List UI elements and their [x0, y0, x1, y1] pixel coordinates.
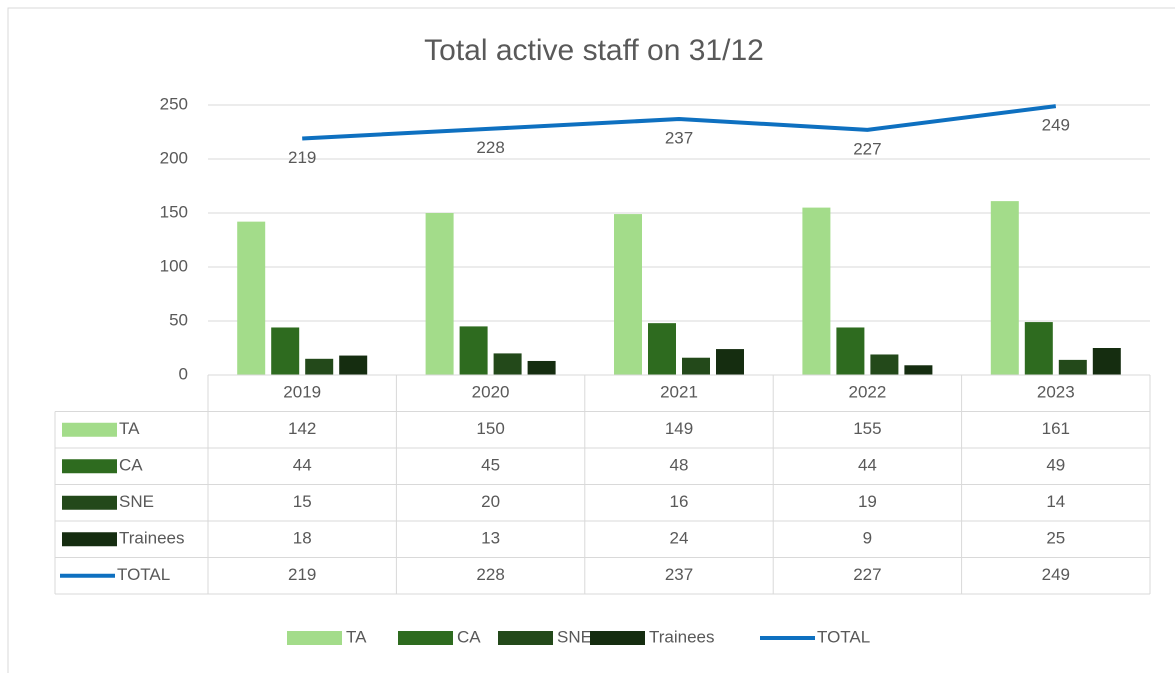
y-tick-label: 150 [160, 202, 188, 221]
table-cell: 161 [1042, 419, 1070, 438]
y-tick-label: 200 [160, 148, 188, 167]
legend-key [287, 631, 342, 645]
bar [904, 365, 933, 375]
chart-title: Total active staff on 31/12 [424, 34, 764, 67]
data-label: 227 [853, 139, 881, 158]
x-tick-label: 2020 [472, 383, 510, 402]
table-row-label: CA [119, 456, 143, 475]
legend-key [398, 631, 453, 645]
table-key [62, 459, 117, 474]
table-cell: 249 [1042, 565, 1070, 584]
table-row-label: SNE [119, 492, 154, 511]
table-cell: 45 [481, 456, 500, 475]
bar [1058, 359, 1087, 375]
y-tick-label: 50 [169, 310, 188, 329]
bar [990, 201, 1019, 375]
table-row-label: TA [119, 419, 140, 438]
table-cell: 16 [670, 492, 689, 511]
bar [493, 353, 522, 375]
table-row-label: TOTAL [117, 565, 170, 584]
bar [1092, 348, 1121, 375]
bar [614, 214, 642, 375]
bar [836, 327, 865, 375]
table-cell: 237 [665, 565, 693, 584]
data-label: 249 [1042, 116, 1070, 135]
table-cell: 20 [481, 492, 500, 511]
table-cell: 9 [863, 529, 872, 548]
bar [870, 354, 899, 375]
bar [339, 355, 368, 375]
data-label: 219 [288, 148, 316, 167]
table-cell: 19 [858, 492, 877, 511]
table-cell: 227 [853, 565, 881, 584]
table-cell: 219 [288, 565, 316, 584]
bar [682, 357, 710, 375]
bar [459, 326, 488, 375]
table-cell: 142 [288, 419, 316, 438]
legend-key [498, 631, 553, 645]
table-key [62, 532, 117, 547]
table-cell: 24 [670, 529, 689, 548]
y-tick-label: 100 [160, 256, 188, 275]
x-tick-label: 2021 [660, 383, 698, 402]
table-cell: 18 [293, 529, 312, 548]
bar [425, 213, 454, 375]
data-label: 228 [476, 138, 504, 157]
table-cell: 14 [1046, 492, 1065, 511]
table-cell: 155 [853, 419, 881, 438]
table-cell: 228 [476, 565, 504, 584]
table-key [62, 422, 117, 437]
legend-label: SNE [557, 627, 592, 646]
bar [1024, 322, 1053, 375]
bar [716, 349, 744, 375]
table-cell: 49 [1046, 456, 1065, 475]
x-tick-label: 2023 [1037, 383, 1075, 402]
table-cell: 15 [293, 492, 312, 511]
table-cell: 150 [476, 419, 504, 438]
table-cell: 48 [670, 456, 689, 475]
table-cell: 13 [481, 529, 500, 548]
line [302, 104, 1057, 141]
x-tick-label: 2019 [283, 383, 321, 402]
table-cell: 25 [1046, 529, 1065, 548]
legend-label: TA [346, 627, 367, 646]
table-cell: 44 [293, 456, 312, 475]
legend-label: CA [457, 627, 481, 646]
bar [802, 207, 831, 375]
legend-key [590, 631, 645, 645]
table-cell: 44 [858, 456, 877, 475]
bar [271, 327, 300, 375]
bar [305, 358, 334, 375]
y-tick-label: 250 [160, 94, 188, 113]
bar [237, 221, 266, 375]
bar [648, 323, 676, 375]
legend-label: TOTAL [817, 627, 870, 646]
table-key [62, 495, 117, 510]
table-row-label: Trainees [119, 529, 185, 548]
data-label: 237 [665, 129, 693, 148]
y-tick-label: 0 [179, 364, 188, 383]
legend-label: Trainees [649, 627, 715, 646]
x-tick-label: 2022 [848, 383, 886, 402]
table-cell: 149 [665, 419, 693, 438]
bar [527, 360, 556, 375]
chart-border [7, 7, 1175, 673]
